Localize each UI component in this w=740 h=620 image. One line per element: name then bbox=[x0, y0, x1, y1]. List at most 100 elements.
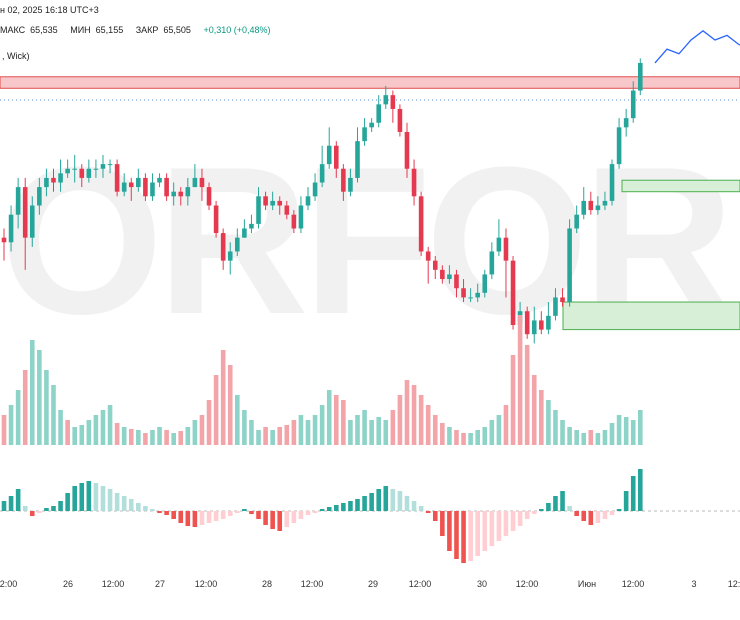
histogram-bar bbox=[616, 509, 622, 511]
candle-body bbox=[510, 260, 516, 326]
volume-bar bbox=[249, 420, 254, 445]
candle-body bbox=[553, 297, 558, 316]
x-tick-label: 12:00 bbox=[102, 579, 125, 589]
histogram-bar bbox=[114, 493, 120, 511]
candle-body bbox=[432, 260, 438, 270]
histogram-bar bbox=[192, 511, 198, 527]
volume-bar bbox=[93, 415, 99, 445]
projection-line bbox=[654, 29, 740, 64]
candle-body bbox=[227, 251, 233, 261]
candle-body bbox=[15, 187, 21, 215]
histogram-bar bbox=[277, 511, 283, 531]
volume-bar bbox=[58, 410, 63, 445]
candle-body bbox=[213, 205, 219, 234]
volume-bar bbox=[503, 405, 509, 445]
support-zone-upper bbox=[621, 179, 740, 193]
histogram-bar bbox=[341, 503, 346, 511]
candle-body bbox=[29, 205, 35, 238]
volume-bar bbox=[185, 427, 191, 445]
histogram-bar bbox=[298, 511, 304, 519]
candle-body bbox=[220, 233, 226, 261]
candle-body bbox=[93, 168, 99, 170]
histogram-bar bbox=[404, 496, 410, 511]
volume-bar bbox=[150, 430, 155, 445]
volume-bar bbox=[510, 355, 516, 445]
histogram-bar bbox=[348, 501, 353, 511]
volume-bar bbox=[489, 420, 495, 445]
candle-body bbox=[58, 173, 63, 183]
histogram-bar bbox=[623, 491, 629, 511]
histogram-bar bbox=[447, 511, 452, 551]
candle-body bbox=[362, 127, 367, 142]
candle-body bbox=[616, 127, 622, 165]
volume-bar bbox=[390, 410, 396, 445]
candle-body bbox=[638, 62, 643, 91]
volume-bar bbox=[567, 427, 572, 445]
volume-bar bbox=[638, 410, 643, 445]
histogram-bar bbox=[482, 511, 488, 551]
histogram-bar bbox=[121, 496, 127, 511]
candle-body bbox=[482, 274, 488, 293]
volume-bar bbox=[369, 420, 374, 445]
candle-body bbox=[546, 315, 551, 330]
histogram-bar bbox=[178, 511, 184, 523]
candle-body bbox=[86, 168, 92, 178]
candle-body bbox=[143, 177, 148, 197]
histogram-bar bbox=[595, 511, 601, 523]
volume-bar bbox=[609, 423, 615, 445]
histogram-bar bbox=[1, 501, 7, 511]
candle-body bbox=[588, 200, 594, 211]
volume-bar bbox=[235, 395, 240, 445]
candle-body bbox=[312, 182, 318, 197]
x-tick-label: 12:00 bbox=[622, 579, 645, 589]
candle-body bbox=[404, 131, 410, 169]
histogram-bar bbox=[369, 493, 374, 511]
volume-bar bbox=[362, 410, 367, 445]
volume-bar bbox=[454, 430, 459, 445]
candle-body bbox=[199, 177, 205, 188]
candle-body bbox=[72, 168, 77, 170]
volume-bar bbox=[411, 385, 417, 445]
candle-body bbox=[355, 141, 360, 178]
candle-body bbox=[440, 269, 445, 280]
histogram-bar bbox=[15, 489, 21, 511]
volume-bar bbox=[348, 420, 353, 445]
zone-label: , Wick) bbox=[2, 51, 30, 61]
candle-body bbox=[284, 205, 290, 215]
volume-bar bbox=[51, 385, 56, 445]
histogram-bar bbox=[157, 511, 162, 513]
x-tick-label: 28 bbox=[262, 579, 272, 589]
histogram-bar bbox=[100, 486, 106, 511]
volume-bar bbox=[206, 400, 212, 445]
histogram-bar bbox=[164, 511, 169, 515]
candle-body bbox=[44, 177, 49, 188]
candle-body bbox=[503, 237, 509, 261]
candle-body bbox=[164, 177, 169, 197]
histogram-bar bbox=[376, 489, 382, 511]
x-tick-label: 27 bbox=[155, 579, 165, 589]
histogram-bar bbox=[65, 493, 70, 511]
x-tick-label: 12:00 bbox=[409, 579, 432, 589]
histogram-bar bbox=[630, 476, 636, 511]
low-value: МИН 65,155 bbox=[70, 25, 124, 35]
volume-bar bbox=[531, 375, 537, 445]
candle-body bbox=[454, 274, 459, 289]
volume-bar bbox=[482, 427, 488, 445]
volume-bar bbox=[136, 430, 141, 445]
volume-bar bbox=[178, 431, 184, 445]
volume-bar bbox=[319, 405, 325, 445]
volume-bar bbox=[440, 423, 445, 445]
histogram-bar bbox=[425, 511, 431, 513]
candle-body bbox=[418, 196, 424, 252]
candle-body bbox=[37, 187, 42, 206]
histogram-bar bbox=[432, 511, 438, 521]
histogram-bar bbox=[249, 511, 254, 514]
histogram-bar bbox=[418, 506, 424, 511]
candle-body bbox=[206, 187, 212, 206]
histogram-bar bbox=[362, 496, 367, 511]
histogram-bar bbox=[171, 511, 176, 519]
candle-body bbox=[539, 320, 544, 330]
volume-bar bbox=[298, 415, 304, 445]
